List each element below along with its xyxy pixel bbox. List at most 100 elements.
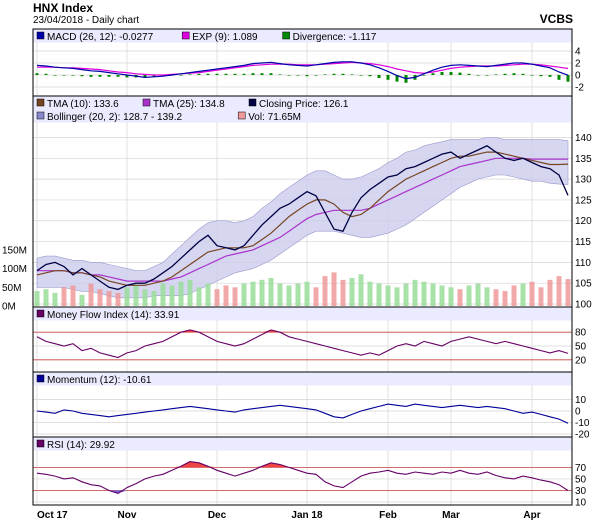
divergence-bar [503,73,507,75]
divergence-bar [350,74,354,75]
legend-swatch [282,31,290,40]
volume-bar [340,279,346,306]
divergence-bar [152,75,156,77]
divergence-bar [332,73,336,75]
divergence-bar [395,75,399,82]
oscillator-line [36,403,569,424]
divergence-bar [296,75,300,76]
y-tick-label: 50 [575,342,587,353]
y-tick-label: 10 [575,498,587,509]
divergence-bar [233,73,237,75]
volume-bar [277,283,283,306]
legend-bg-0 [33,29,572,43]
legend-bg-2 [33,307,572,321]
volume-tick-label: 0M [2,302,16,313]
y-tick-label: -20 [575,430,590,441]
volume-tick-label: 100M [2,264,27,275]
macd-line [36,61,569,80]
divergence-bar [494,74,498,75]
divergence-bar [71,75,75,76]
volume-bar [295,283,301,306]
legend-swatch [181,31,190,40]
oscillator-line [36,461,569,495]
divergence-bar [368,75,372,77]
oscillator-line [36,329,569,359]
legend-label: Vol: 71.65M [248,112,301,123]
volume-bar [259,279,265,306]
y-tick-label: 20 [575,355,587,366]
divergence-bar [521,73,525,75]
divergence-bar [80,75,84,77]
divergence-bar [188,74,192,75]
volume-bar [286,285,292,306]
volume-bar [151,291,157,306]
divergence-bar [251,73,255,75]
legend-swatch [248,98,257,107]
chart-title: HNX Index [33,1,94,15]
divergence-bar [566,75,570,82]
y-tick-label: 70 [575,463,587,474]
volume-bar [115,292,121,306]
y-tick-label: 125 [575,195,592,206]
volume-bar [70,285,76,306]
volume-bar [241,283,247,306]
x-tick-label: Feb [379,510,397,521]
volume-bar [421,281,427,306]
volume-bar [349,278,355,306]
volume-bar [439,285,445,306]
volume-bar [178,281,184,306]
divergence-bar [35,73,39,75]
y-tick-label: -2 [575,83,584,94]
volume-bar [448,287,454,306]
legend-label: TMA (25): 134.8 [153,99,225,110]
volume-bar [196,287,202,306]
divergence-bar [215,73,219,75]
y-tick-label: 100 [575,300,592,311]
divergence-bar [143,75,147,78]
divergence-bar [485,75,489,76]
volume-bar [367,281,373,306]
y-tick-label: 30 [575,486,587,497]
close-price-line [36,145,569,291]
tma10-line [36,151,569,286]
volume-bar [79,294,85,306]
volume-bar [556,276,562,306]
volume-bar [304,281,310,306]
volume-bar [502,291,508,306]
legend-label: Money Flow Index (14): 33.91 [47,310,180,321]
y-tick-label: -10 [575,418,590,429]
volume-bar [97,289,103,306]
divergence-bar [206,73,210,75]
legend-label: RSI (14): 29.92 [47,440,115,451]
volume-bar [322,276,328,306]
divergence-bar [305,75,309,77]
divergence-bar [422,75,426,76]
volume-bar [223,285,229,306]
volume-bar [250,281,256,306]
y-tick-label: 4 [575,47,581,58]
x-tick-label: Nov [118,510,137,521]
legend-label: Bollinger (20, 2): 128.7 - 139.2 [47,112,183,123]
volume-bar [466,285,472,306]
divergence-bar [260,73,264,75]
volume-bar [376,283,382,306]
volume-bar [520,283,526,306]
legend-swatch [142,98,151,107]
tma25-line [37,157,568,282]
divergence-bar [530,75,534,76]
divergence-bar [278,74,282,75]
divergence-bar [476,75,480,76]
legend-swatch [36,31,45,40]
divergence-bar [116,75,120,77]
y-tick-label: 105 [575,279,592,290]
panel-border-4 [32,436,573,506]
overbought-fill [190,461,199,468]
y-tick-label: 50 [575,474,587,485]
y-tick-label: 110 [575,258,591,269]
divergence-bar [314,75,318,76]
x-tick-label: Oct 17 [37,510,68,521]
y-tick-label: 130 [575,175,592,186]
divergence-bar [98,75,102,77]
legend-label: MACD (26, 12): -0.0277 [47,32,154,43]
x-tick-label: Jan 18 [291,510,323,521]
